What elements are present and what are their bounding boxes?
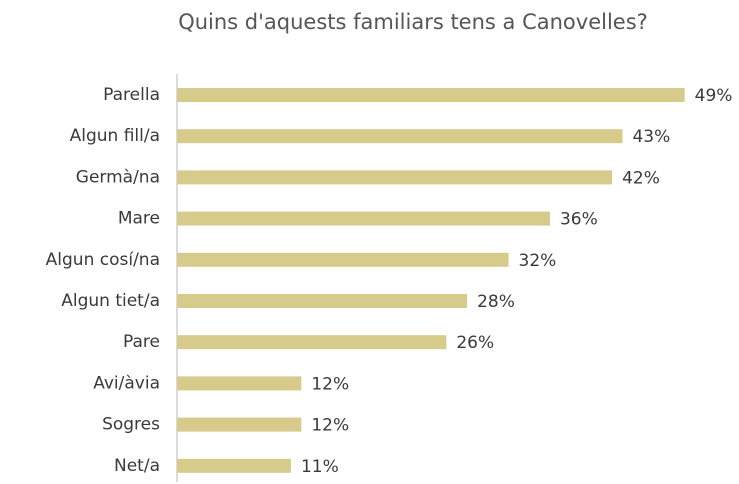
category-label: Avi/àvia xyxy=(93,373,160,393)
value-label: 26% xyxy=(456,333,494,353)
value-label: 32% xyxy=(519,251,557,271)
bar xyxy=(177,335,447,350)
bar xyxy=(177,211,550,226)
category-label: Net/a xyxy=(114,456,160,476)
bar xyxy=(177,88,685,102)
value-label: 11% xyxy=(301,457,339,477)
category-label: Germà/na xyxy=(76,167,160,187)
bar xyxy=(177,417,302,432)
category-label: Algun cosí/na xyxy=(46,250,160,270)
bar xyxy=(177,458,291,473)
category-label: Mare xyxy=(118,209,160,229)
bar xyxy=(177,294,468,308)
category-label: Algun fill/a xyxy=(70,126,160,146)
value-label: 43% xyxy=(632,127,670,147)
value-label: 12% xyxy=(311,416,349,436)
category-label: Pare xyxy=(123,332,160,352)
value-label: 49% xyxy=(695,86,733,106)
category-label: Algun tiet/a xyxy=(61,291,160,311)
bar xyxy=(177,376,302,391)
category-label: Sogres xyxy=(102,415,160,435)
bar xyxy=(177,170,613,185)
chart-title: Quins d'aquests familiars tens a Canovel… xyxy=(178,10,648,34)
category-label: Parella xyxy=(103,85,160,105)
value-label: 28% xyxy=(477,292,515,312)
bar xyxy=(177,252,509,267)
value-label: 36% xyxy=(560,210,598,230)
value-label: 12% xyxy=(311,374,349,394)
bar xyxy=(177,129,623,144)
value-label: 42% xyxy=(622,168,660,188)
